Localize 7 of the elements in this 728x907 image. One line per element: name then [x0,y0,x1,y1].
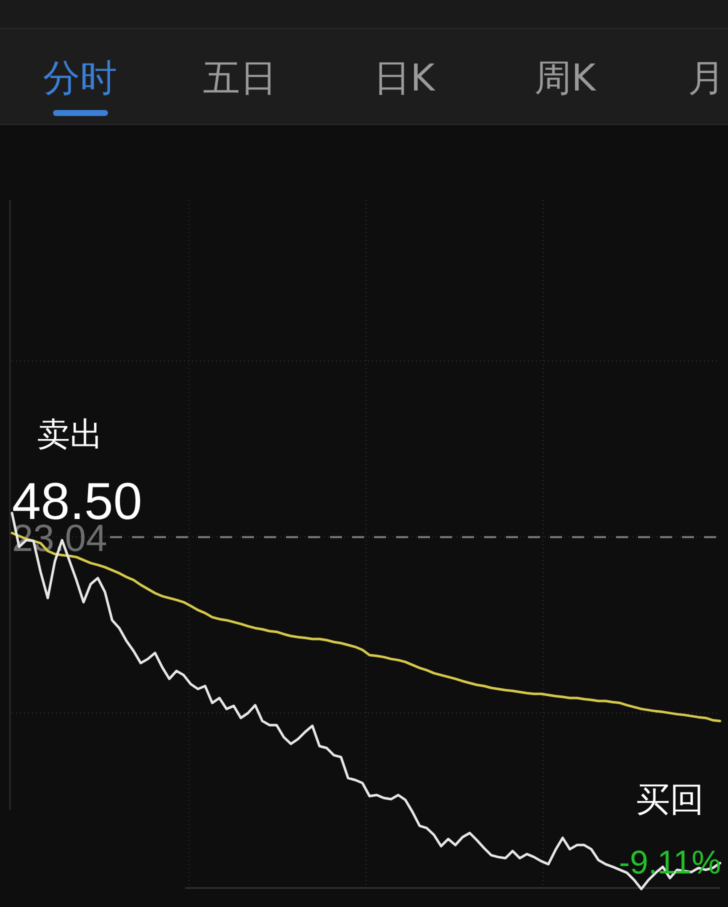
annotation: 买回 [636,780,704,820]
annotation: 周K [534,56,596,100]
annotation: 日K [373,56,435,100]
annotation: 五日 [203,56,277,100]
annotation: 卖出 [37,414,103,454]
annotation: 分时 [43,56,117,100]
annotation: 月 [688,56,725,100]
